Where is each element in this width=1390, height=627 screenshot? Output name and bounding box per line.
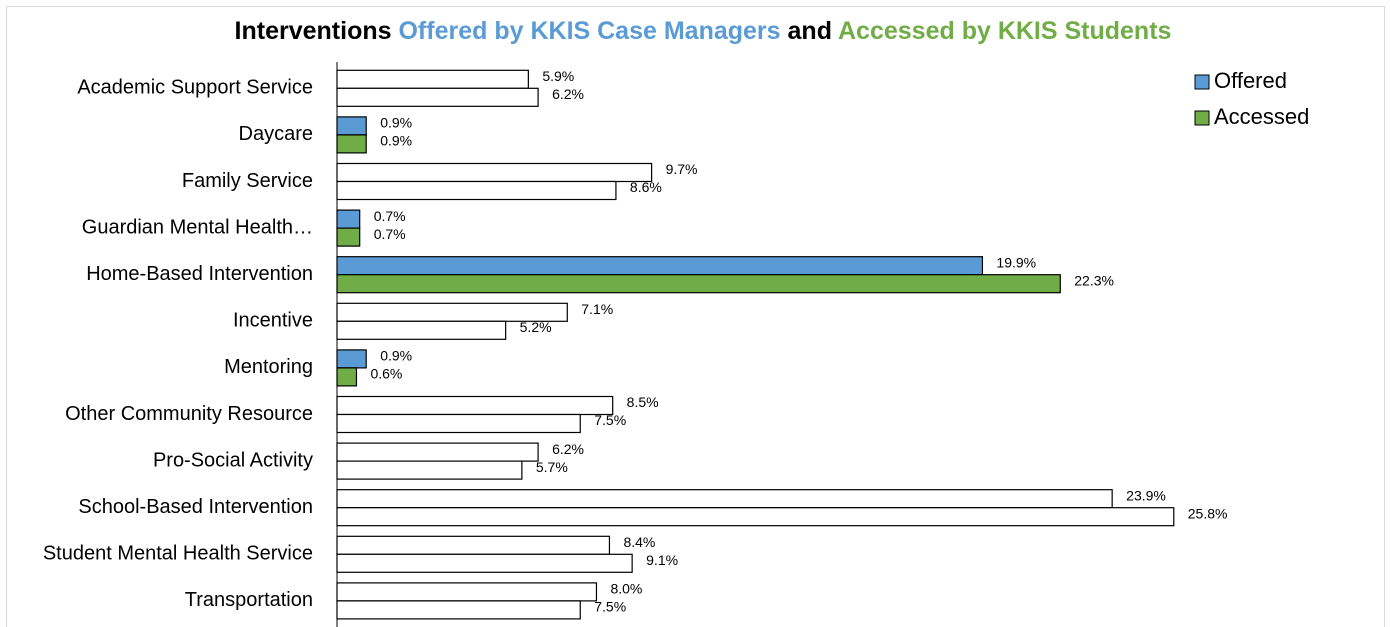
bar — [336, 507, 1175, 527]
bar — [336, 349, 367, 369]
bar — [336, 600, 581, 620]
bar — [336, 256, 984, 276]
bar — [336, 320, 507, 340]
category-label: School-Based Intervention — [78, 496, 313, 518]
data-label: 6.2% — [552, 86, 584, 102]
data-label: 9.1% — [646, 552, 678, 568]
bar — [336, 535, 611, 555]
data-label: 19.9% — [996, 254, 1036, 270]
data-label: 8.5% — [627, 394, 659, 410]
bar — [336, 582, 598, 602]
title-part: Offered by KKIS Case Managers — [398, 17, 780, 45]
legend-label: Offered — [1214, 68, 1287, 93]
category-label: Incentive — [233, 310, 313, 332]
data-label: 0.6% — [370, 366, 402, 382]
data-label: 9.7% — [666, 161, 698, 177]
bar — [336, 134, 367, 154]
data-label: 0.9% — [380, 133, 412, 149]
data-label: 0.9% — [380, 348, 412, 364]
category-label: Mentoring — [224, 356, 313, 378]
data-label: 5.9% — [542, 68, 574, 84]
title-part: and — [788, 17, 832, 45]
legend-label: Accessed — [1214, 104, 1309, 129]
data-label: 0.7% — [374, 226, 406, 242]
bar — [336, 489, 1113, 509]
bar — [336, 553, 633, 573]
bar — [336, 395, 614, 416]
data-label: 7.1% — [581, 301, 613, 317]
data-label: 8.6% — [630, 179, 662, 195]
category-label: Guardian Mental Health… — [82, 216, 313, 238]
bar — [336, 274, 1061, 294]
legend-swatch — [1194, 74, 1210, 90]
category-label: Family Service — [182, 170, 313, 192]
chart-frame — [6, 6, 1385, 627]
bar — [336, 209, 361, 229]
title-part: Interventions — [235, 17, 392, 45]
category-label: Transportation — [185, 589, 313, 611]
data-label: 8.4% — [623, 534, 655, 550]
bar — [336, 460, 523, 480]
data-label: 7.5% — [594, 599, 626, 615]
bar — [336, 413, 581, 434]
category-label: Pro-Social Activity — [153, 449, 313, 471]
data-label: 8.0% — [610, 581, 642, 597]
bar — [336, 69, 529, 89]
bar — [336, 442, 539, 462]
data-label: 23.9% — [1126, 487, 1166, 503]
data-label: 6.2% — [552, 441, 584, 457]
chart-title: Interventions Offered by KKIS Case Manag… — [235, 17, 1172, 45]
data-label: 7.5% — [594, 412, 626, 428]
data-label: 5.2% — [520, 319, 552, 335]
category-label: Academic Support Service — [77, 77, 313, 99]
bar — [336, 180, 617, 201]
title-part: Accessed by KKIS Students — [838, 17, 1171, 45]
category-label: Home-Based Intervention — [86, 263, 313, 285]
bar — [336, 227, 361, 247]
category-label: Other Community Resource — [65, 403, 313, 425]
category-label: Student Mental Health Service — [43, 543, 313, 565]
data-label: 22.3% — [1074, 272, 1114, 288]
data-label: 0.9% — [380, 115, 412, 131]
category-label: Daycare — [239, 123, 313, 145]
data-label: 0.7% — [374, 208, 406, 224]
bar — [336, 367, 358, 387]
bar — [336, 87, 539, 107]
bar — [336, 162, 653, 183]
data-label: 25.8% — [1188, 505, 1228, 521]
legend-swatch — [1194, 110, 1210, 126]
data-label: 5.7% — [536, 459, 568, 475]
bar — [336, 116, 367, 136]
